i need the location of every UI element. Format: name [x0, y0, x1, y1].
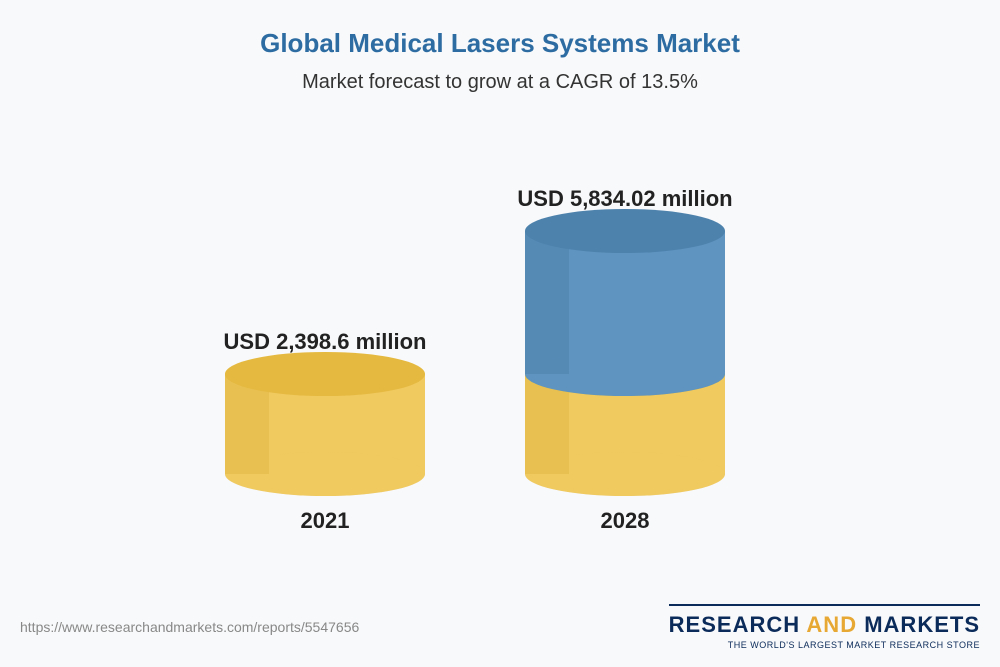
chart-subtitle: Market forecast to grow at a CAGR of 13.… — [0, 71, 1000, 94]
chart-title: Global Medical Lasers Systems Market — [0, 0, 1000, 59]
chart-area: USD 2,398.6 million2021USD 5,834.02 mill… — [0, 114, 1000, 534]
logo-research: RESEARCH — [669, 612, 800, 637]
logo-and: AND — [806, 612, 857, 637]
value-label-2028: USD 5,834.02 million — [495, 186, 755, 212]
source-url: https://www.researchandmarkets.com/repor… — [20, 619, 359, 635]
logo-text: RESEARCH AND MARKETS — [669, 612, 980, 638]
cylinder-2028 — [0, 114, 1000, 534]
logo-block: RESEARCH AND MARKETS THE WORLD'S LARGEST… — [669, 604, 980, 650]
footer: https://www.researchandmarkets.com/repor… — [0, 597, 1000, 667]
logo-tagline: THE WORLD'S LARGEST MARKET RESEARCH STOR… — [669, 640, 980, 650]
logo-divider — [669, 604, 980, 606]
year-label-2028: 2028 — [575, 508, 675, 534]
logo-markets: MARKETS — [864, 612, 980, 637]
